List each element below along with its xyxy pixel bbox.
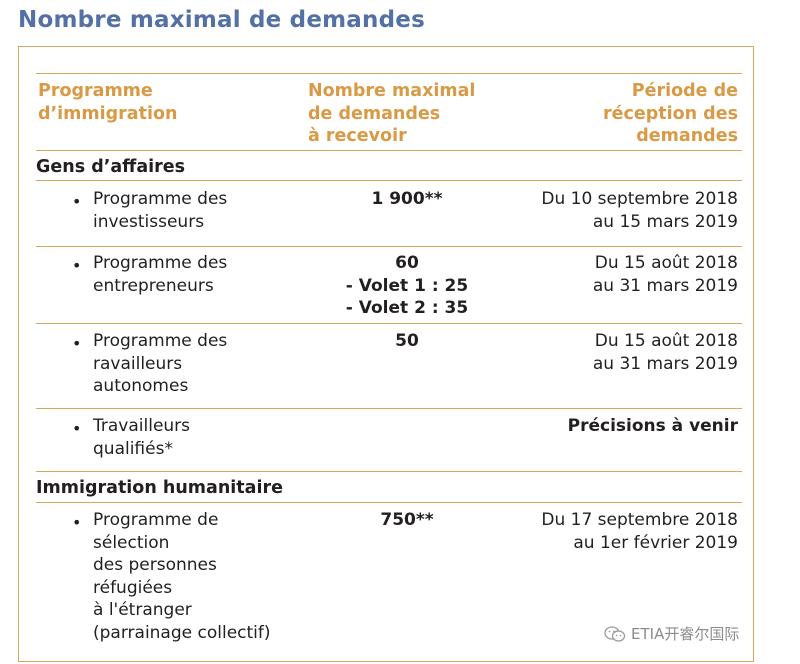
- column-header-period: Période de réception des demandes: [603, 80, 738, 148]
- watermark-text: ETIA开睿尔国际: [631, 625, 740, 643]
- header-count-line: à recevoir: [308, 126, 407, 146]
- header-program-line: Programme: [38, 81, 153, 101]
- row-period: Du 15 août 2018 au 31 mars 2019: [508, 330, 738, 375]
- count-line: 750**: [380, 510, 434, 530]
- period-line: au 15 mars 2019: [592, 211, 738, 232]
- program-line: ravailleurs: [93, 353, 183, 374]
- program-line: réfugiées: [93, 577, 173, 598]
- row-program: Programme de sélection des personnes réf…: [93, 509, 313, 644]
- row-program: Travailleurs qualifiés*: [93, 415, 293, 460]
- row-period: Précisions à venir: [478, 415, 738, 438]
- period-line: Du 10 septembre 2018: [541, 189, 738, 209]
- row-period: Du 15 août 2018 au 31 mars 2019: [508, 252, 738, 297]
- header-program-line: d’immigration: [38, 103, 178, 124]
- row-rule: [36, 323, 742, 324]
- row-count: 50: [336, 330, 478, 353]
- program-line: à l'étranger: [93, 600, 192, 620]
- period-line: Du 15 août 2018: [594, 331, 738, 351]
- row-count: 60 - Volet 1 : 25 - Volet 2 : 35: [336, 252, 478, 320]
- row-program: Programme des entrepreneurs: [93, 252, 293, 297]
- program-line: qualifiés*: [93, 438, 173, 459]
- period-line: au 31 mars 2019: [592, 353, 738, 374]
- program-line: Programme des: [93, 253, 228, 273]
- page-title: Nombre maximal de demandes: [18, 7, 425, 33]
- program-line: entrepreneurs: [93, 275, 214, 296]
- section-title: Immigration humanitaire: [36, 478, 283, 498]
- period-line: au 1er février 2019: [573, 532, 738, 553]
- row-rule: [36, 246, 742, 247]
- row-program: Programme des ravailleurs autonomes: [93, 330, 293, 398]
- program-line: (parrainage collectif): [93, 622, 271, 643]
- count-line: - Volet 1 : 25: [345, 275, 469, 296]
- count-line: 60: [395, 253, 419, 273]
- program-line: sélection: [93, 532, 170, 553]
- header-period-line: Période de: [631, 81, 738, 101]
- period-line: Du 17 septembre 2018: [541, 510, 738, 530]
- count-line: 50: [395, 331, 419, 351]
- program-line: autonomes: [93, 376, 189, 396]
- header-period-line: réception des: [602, 103, 738, 124]
- program-line: Programme de: [93, 510, 219, 530]
- wechat-icon: [604, 625, 626, 642]
- count-line: 1 900**: [371, 189, 443, 209]
- program-line: Programme des: [93, 331, 228, 351]
- row-count: 1 900**: [336, 188, 478, 211]
- header-bottom-rule: [36, 150, 742, 151]
- bullet-icon: •: [72, 334, 82, 353]
- column-header-count: Nombre maximal de demandes à recevoir: [308, 80, 475, 148]
- program-line: Travailleurs: [93, 416, 191, 436]
- watermark: ETIA开睿尔国际: [604, 623, 739, 644]
- period-line: Du 15 août 2018: [594, 253, 738, 273]
- row-program: Programme des investisseurs: [93, 188, 293, 233]
- section-title: Gens d’affaires: [36, 157, 186, 177]
- row-rule: [36, 471, 742, 472]
- header-period-line: demandes: [636, 126, 738, 146]
- program-line: des personnes: [93, 555, 217, 575]
- row-period: Du 10 septembre 2018 au 15 mars 2019: [508, 188, 738, 233]
- row-count: 750**: [336, 509, 478, 532]
- section-rule: [36, 502, 742, 503]
- header-count-line: de demandes: [308, 103, 441, 124]
- program-line: investisseurs: [93, 211, 205, 232]
- bullet-icon: •: [72, 513, 82, 532]
- row-period: Du 17 septembre 2018 au 1er février 2019: [508, 509, 738, 554]
- header-top-rule: [36, 73, 742, 74]
- table-frame: [18, 46, 754, 662]
- row-rule: [36, 408, 742, 409]
- bullet-icon: •: [72, 419, 82, 438]
- section-rule: [36, 180, 742, 181]
- header-count-line: Nombre maximal: [308, 81, 476, 101]
- program-line: Programme des: [93, 189, 228, 209]
- period-line: Précisions à venir: [567, 416, 738, 436]
- column-header-program: Programme d’immigration: [38, 80, 177, 125]
- bullet-icon: •: [72, 256, 82, 275]
- bullet-icon: •: [72, 192, 82, 211]
- period-line: au 31 mars 2019: [592, 275, 738, 296]
- count-line: - Volet 2 : 35: [345, 298, 469, 318]
